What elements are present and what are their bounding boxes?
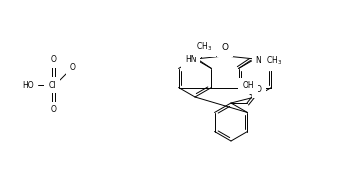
- Text: O: O: [51, 55, 56, 64]
- Text: OH: OH: [242, 82, 254, 90]
- Text: O: O: [70, 63, 76, 71]
- Text: N: N: [256, 56, 261, 65]
- Text: CH$_3$: CH$_3$: [196, 40, 213, 53]
- Text: O: O: [51, 105, 56, 115]
- Text: HN: HN: [185, 55, 197, 64]
- Text: Cl: Cl: [48, 81, 56, 89]
- Text: O: O: [221, 44, 228, 52]
- Text: HO: HO: [22, 81, 34, 89]
- Text: CH$_3$: CH$_3$: [266, 54, 283, 67]
- Text: O: O: [256, 86, 262, 94]
